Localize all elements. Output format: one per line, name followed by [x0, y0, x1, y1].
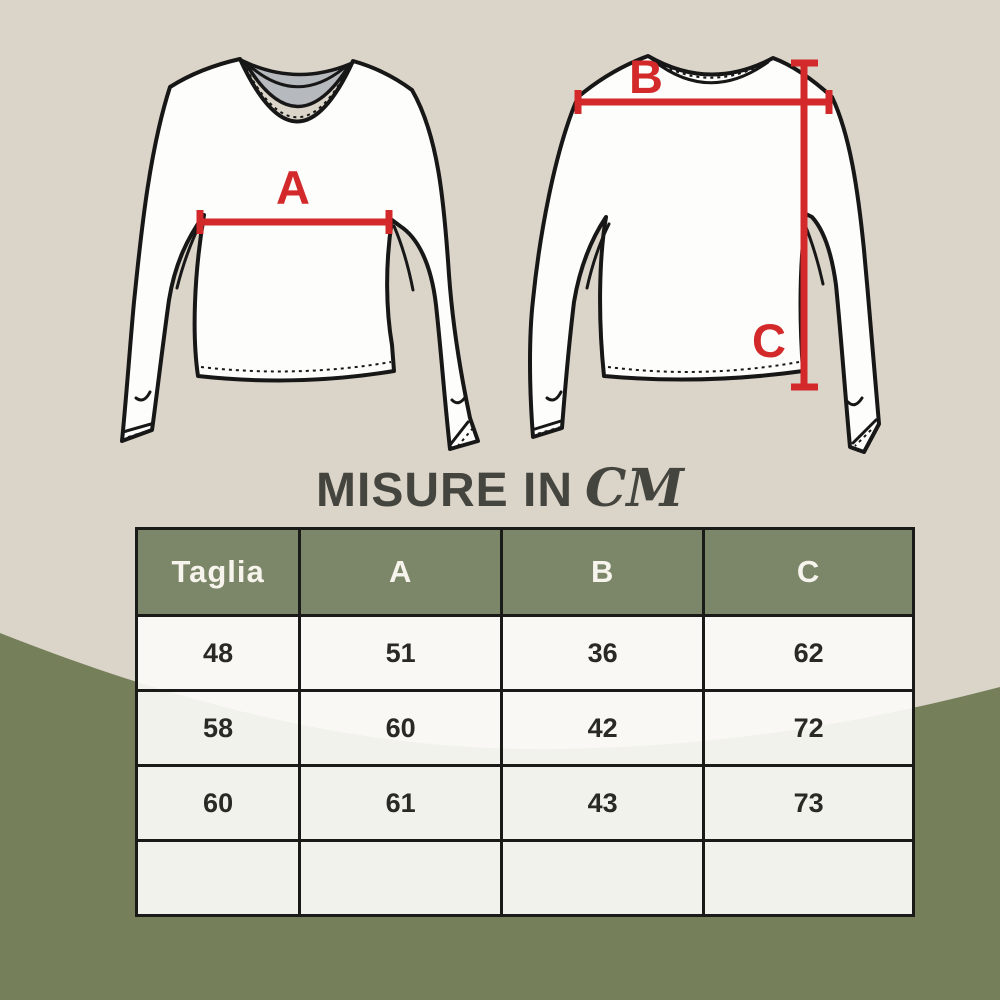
measurement-label-c: C	[752, 314, 786, 367]
table-cell	[702, 839, 915, 917]
garment-diagrams: A B C	[120, 50, 881, 454]
col-header-taglia: Taglia	[134, 527, 302, 617]
table-cell	[134, 839, 302, 917]
table-cell	[298, 839, 504, 917]
col-header-a: A	[298, 527, 504, 617]
table-cell: 73	[702, 764, 915, 842]
table-row: 58 60 42 72	[134, 689, 915, 767]
table-cell: 42	[500, 689, 706, 767]
table-cell: 60	[134, 764, 302, 842]
measurement-c: C	[752, 59, 818, 391]
front-garment-drawing	[120, 57, 480, 451]
size-table-header-row: Taglia A B C	[134, 527, 915, 617]
page-title: MISURE IN CM	[0, 458, 1000, 519]
table-cell	[500, 839, 706, 917]
collar-inner-gray	[240, 58, 355, 109]
table-cell: 36	[500, 614, 706, 692]
table-cell: 61	[298, 764, 504, 842]
table-cell: 58	[134, 689, 302, 767]
col-header-c: C	[702, 527, 915, 617]
table-cell: 43	[500, 764, 706, 842]
table-row	[134, 839, 915, 917]
back-garment-drawing	[528, 54, 881, 454]
measurement-label-b: B	[629, 50, 663, 103]
table-cell: 62	[702, 614, 915, 692]
size-table: Taglia A B C 48 51 36 62 58 60 42 72 60 …	[134, 527, 915, 917]
table-row: 60 61 43 73	[134, 764, 915, 842]
measurement-label-a: A	[276, 161, 310, 214]
col-header-b: B	[500, 527, 706, 617]
title-unit: CM	[585, 458, 684, 519]
table-cell: 72	[702, 689, 915, 767]
table-cell: 60	[298, 689, 504, 767]
table-cell: 51	[298, 614, 504, 692]
table-row: 48 51 36 62	[134, 614, 915, 692]
measurement-b: B	[574, 50, 833, 114]
table-cell: 48	[134, 614, 302, 692]
measurement-a: A	[196, 161, 393, 234]
title-text: MISURE IN	[316, 464, 574, 517]
